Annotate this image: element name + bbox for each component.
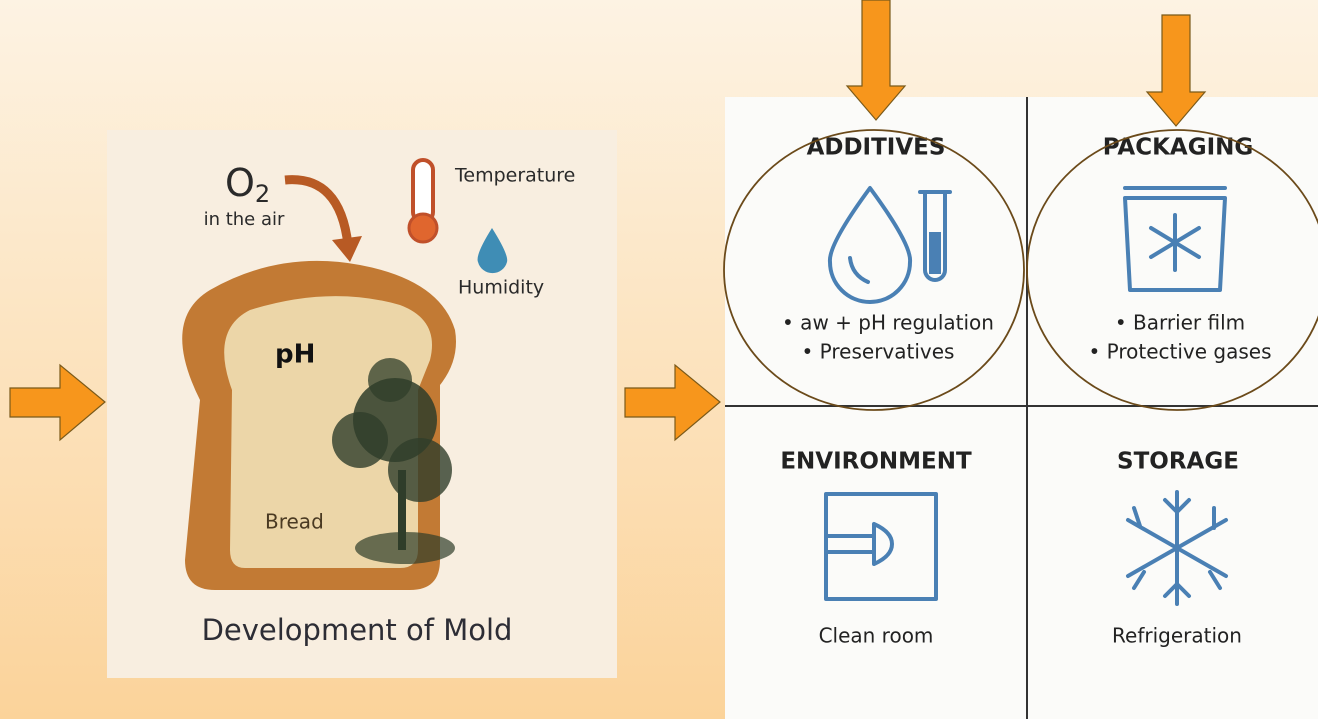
highlight-circle xyxy=(1026,129,1318,411)
bag-snowflake xyxy=(1149,213,1201,272)
bag-icon xyxy=(1123,186,1227,292)
air-arrow xyxy=(284,175,353,246)
highlight-circle xyxy=(723,129,1025,411)
ph-label: pH xyxy=(275,340,315,370)
oxygen-label: O2 xyxy=(225,161,270,209)
thermometer-bulb xyxy=(407,212,439,244)
quadrant-line: • Preservatives xyxy=(802,340,955,364)
humidity-label: Humidity xyxy=(458,277,544,299)
quadrant-line: Clean room xyxy=(819,624,934,648)
mold-panel: O2 in the air Temperature Humidity pH Br… xyxy=(107,130,617,678)
arrow-right xyxy=(624,363,721,442)
snowflake-icon xyxy=(1126,490,1228,606)
humidity-drop xyxy=(477,228,508,274)
air-arrow-head xyxy=(332,236,362,262)
drop-icon xyxy=(848,256,870,284)
tube-icon xyxy=(918,190,952,282)
arrow-down xyxy=(845,0,907,121)
tube-fill xyxy=(929,232,941,274)
drop-icon xyxy=(827,186,913,304)
quadrant-line: • Protective gases xyxy=(1088,340,1271,364)
quadrant-title: ENVIRONMENT xyxy=(780,449,972,475)
mold xyxy=(332,358,455,564)
panel-bg xyxy=(725,97,1318,719)
oxygen-sub: 2 xyxy=(255,180,270,208)
oxygen-base: O xyxy=(225,161,255,205)
quadrant-title: ADDITIVES xyxy=(807,135,946,161)
prevention-panel: ADDITIVES • aw + pH regulation • Preserv… xyxy=(723,97,1318,719)
quadrant-line: • aw + pH regulation xyxy=(782,311,994,335)
quadrant-line: Refrigeration xyxy=(1112,624,1242,648)
cleanroom-icon xyxy=(824,522,894,566)
quadrant-title: STORAGE xyxy=(1117,449,1239,475)
arrow-down xyxy=(1145,14,1207,127)
temperature-label: Temperature xyxy=(454,165,575,187)
cleanroom-icon xyxy=(824,492,938,601)
quadrant-line: • Barrier film xyxy=(1115,311,1245,335)
bread-label: Bread xyxy=(265,510,324,534)
mold-title: Development of Mold xyxy=(202,613,513,647)
arrow-right xyxy=(9,363,106,442)
oxygen-caption: in the air xyxy=(204,209,285,230)
